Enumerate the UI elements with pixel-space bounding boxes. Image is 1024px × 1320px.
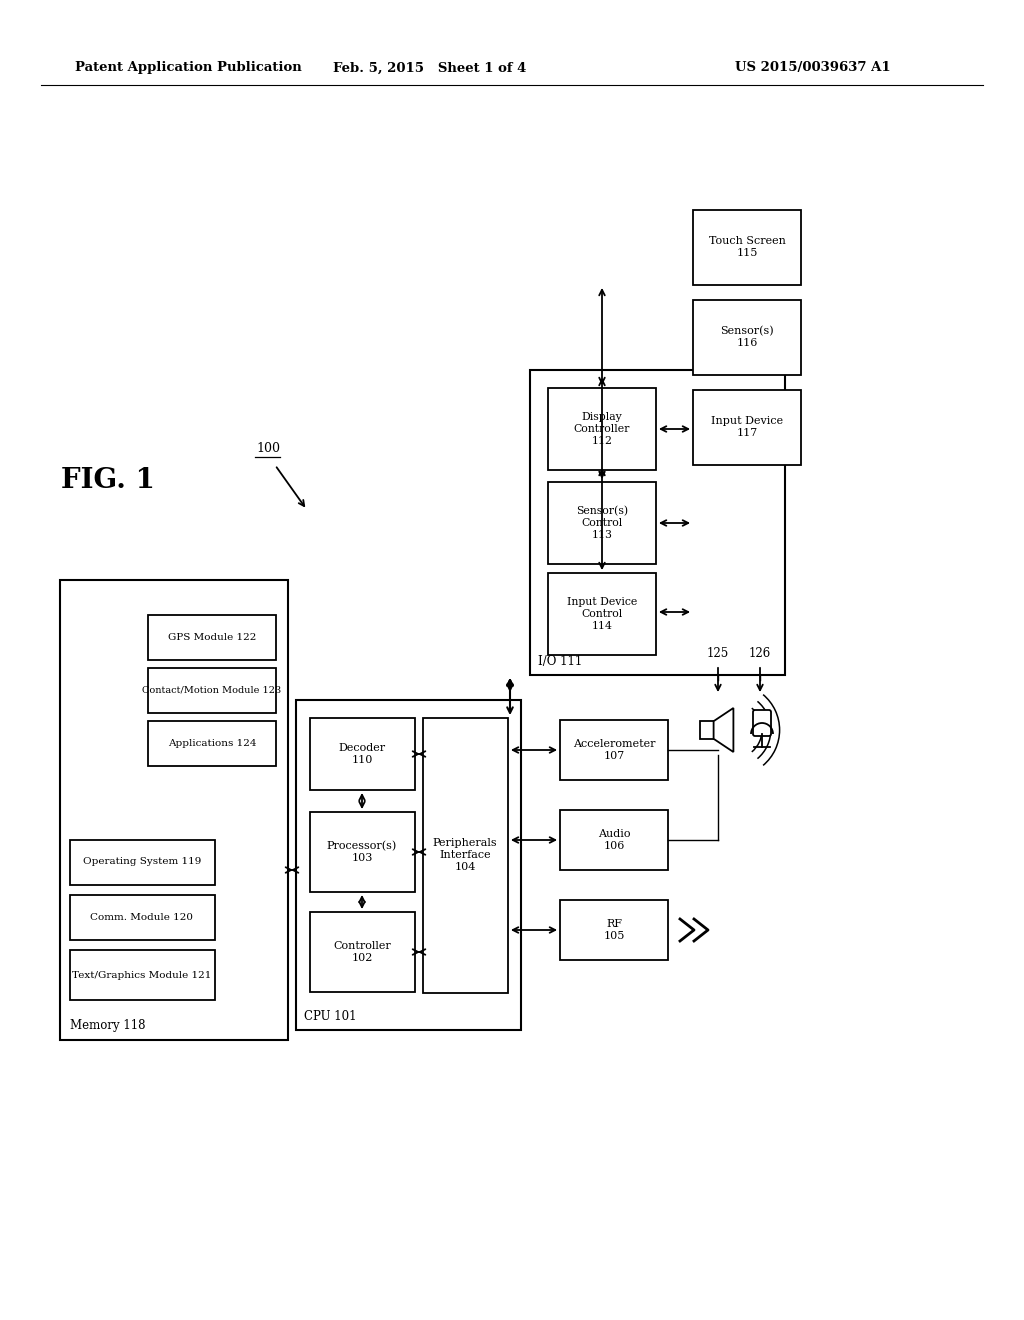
Text: Sensor(s)
Control
113: Sensor(s) Control 113	[575, 507, 628, 540]
Text: Input Device
Control
114: Input Device Control 114	[567, 598, 637, 631]
Text: Sensor(s)
116: Sensor(s) 116	[720, 326, 774, 348]
Text: RF
105: RF 105	[603, 919, 625, 941]
Text: FIG. 1: FIG. 1	[61, 466, 155, 494]
Text: 125: 125	[707, 647, 729, 660]
Bar	[148, 721, 276, 766]
Text: I/O 111: I/O 111	[538, 656, 583, 668]
Text: Peripherals
Interface
104: Peripherals Interface 104	[433, 838, 498, 871]
Text: Accelerometer
107: Accelerometer 107	[572, 739, 655, 760]
Text: 100: 100	[256, 442, 280, 455]
Bar	[693, 300, 801, 375]
Bar	[548, 388, 656, 470]
Text: Comm. Module 120: Comm. Module 120	[90, 912, 194, 921]
Text: Patent Application Publication: Patent Application Publication	[75, 62, 302, 74]
Text: Touch Screen
115: Touch Screen 115	[709, 236, 785, 257]
Bar	[560, 900, 668, 960]
Bar	[548, 482, 656, 564]
Text: Memory 118: Memory 118	[70, 1019, 145, 1032]
Text: Display
Controller
112: Display Controller 112	[573, 412, 630, 446]
Text: GPS Module 122: GPS Module 122	[168, 632, 256, 642]
Text: Controller
102: Controller 102	[333, 941, 391, 962]
Bar	[560, 719, 668, 780]
Text: Audio
106: Audio 106	[598, 829, 630, 851]
Bar	[560, 810, 668, 870]
Bar	[423, 718, 508, 993]
Bar	[70, 840, 215, 884]
Polygon shape	[700, 721, 714, 739]
Bar	[548, 573, 656, 655]
Bar	[148, 615, 276, 660]
Bar	[148, 668, 276, 713]
Bar	[310, 812, 415, 892]
Bar	[693, 389, 801, 465]
Text: Processor(s)
103: Processor(s) 103	[327, 841, 397, 863]
Bar	[70, 950, 215, 1001]
Bar	[530, 370, 785, 675]
Text: Decoder
110: Decoder 110	[339, 743, 386, 764]
Text: Operating System 119: Operating System 119	[83, 858, 201, 866]
Text: US 2015/0039637 A1: US 2015/0039637 A1	[735, 62, 891, 74]
Polygon shape	[714, 708, 733, 752]
Bar	[693, 210, 801, 285]
Text: Applications 124: Applications 124	[168, 738, 256, 747]
Bar	[296, 700, 521, 1030]
Bar	[310, 718, 415, 789]
FancyBboxPatch shape	[753, 710, 771, 737]
Bar	[60, 579, 288, 1040]
Text: Input Device
117: Input Device 117	[711, 416, 783, 438]
Text: CPU 101: CPU 101	[304, 1011, 356, 1023]
Bar	[70, 895, 215, 940]
Text: 126: 126	[749, 647, 771, 660]
Text: Contact/Motion Module 123: Contact/Motion Module 123	[142, 685, 282, 694]
Text: Feb. 5, 2015   Sheet 1 of 4: Feb. 5, 2015 Sheet 1 of 4	[334, 62, 526, 74]
Bar	[310, 912, 415, 993]
Text: Text/Graphics Module 121: Text/Graphics Module 121	[73, 970, 212, 979]
